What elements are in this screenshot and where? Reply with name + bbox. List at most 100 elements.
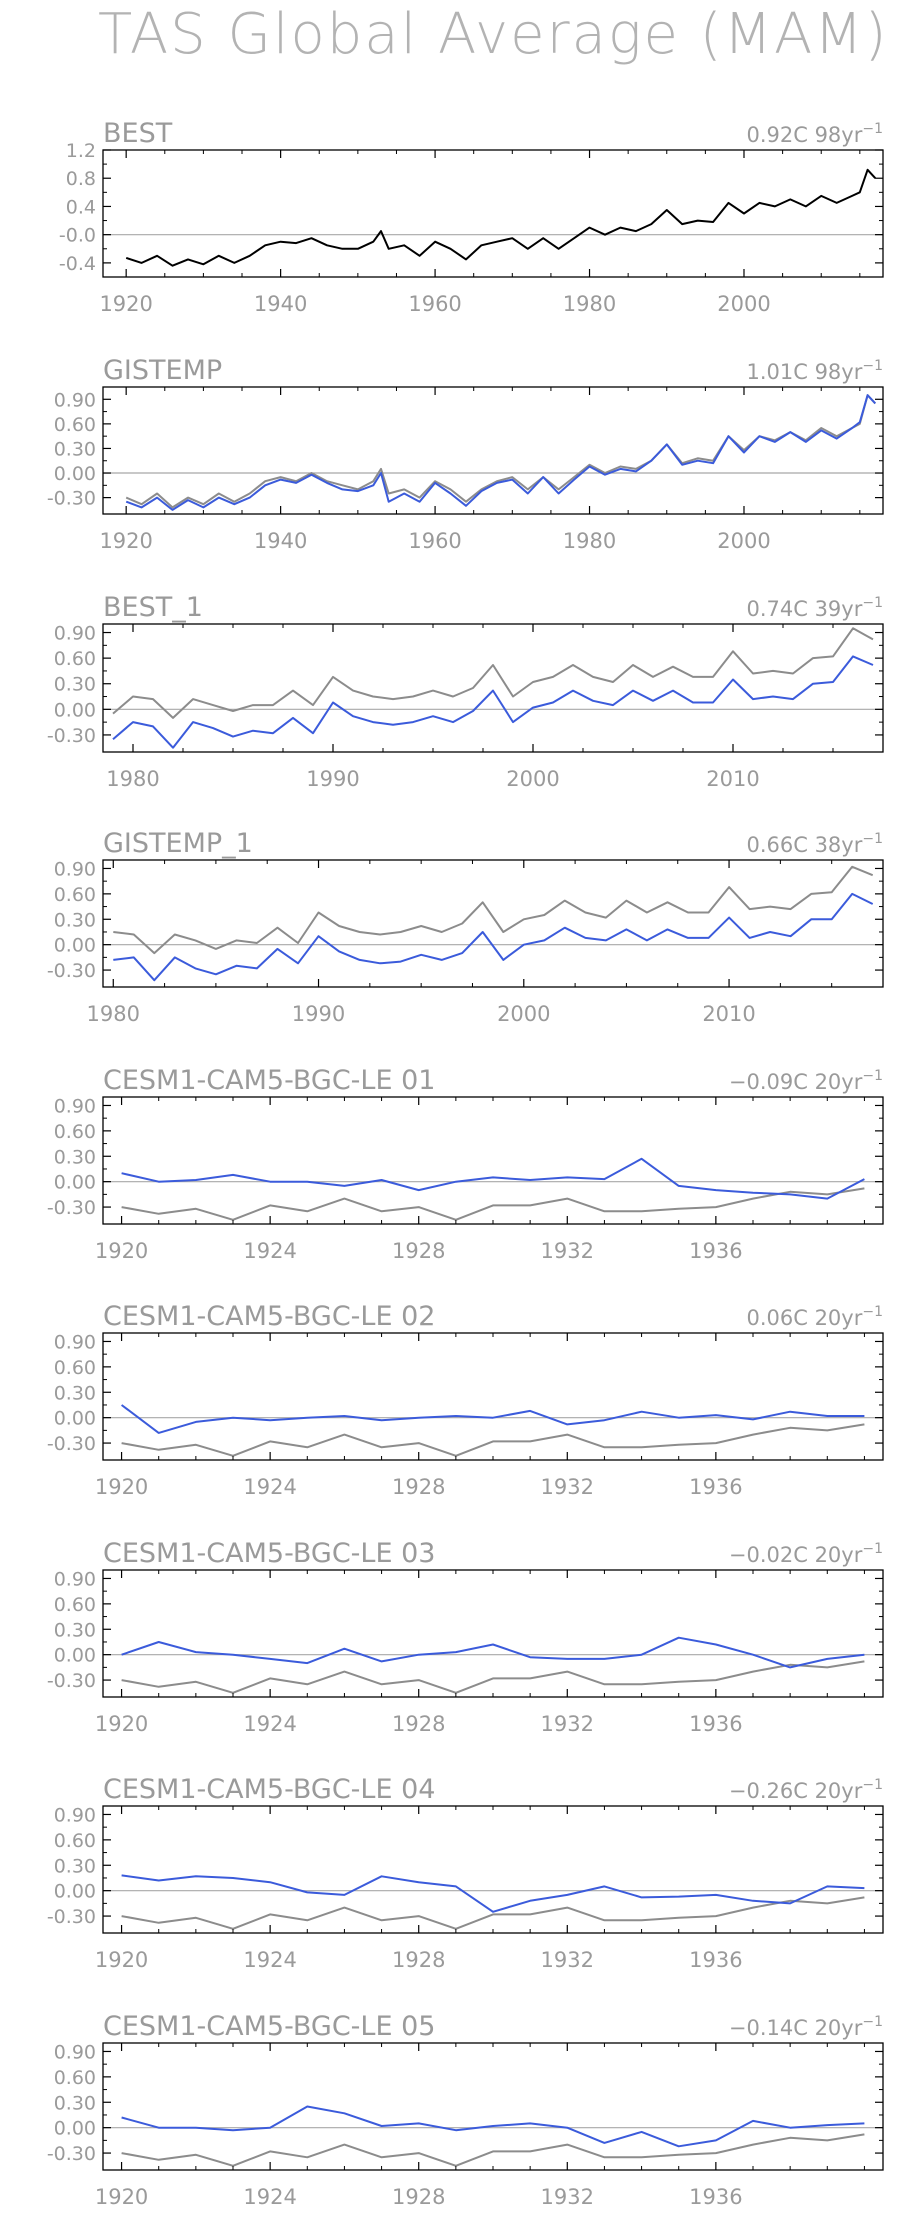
- y-tick-label: 0.30: [54, 674, 96, 696]
- y-tick-label: 0.90: [54, 858, 96, 880]
- y-tick-label: 0.30: [54, 1382, 96, 1404]
- series-line-1: [113, 865, 874, 955]
- y-tick-label: -0.30: [47, 1433, 96, 1455]
- x-tick-label: 1920: [99, 529, 152, 553]
- x-tick-label: 2000: [717, 292, 770, 316]
- y-tick-label: 0.60: [54, 648, 96, 670]
- trend-label: −0.14C 20yr−1: [729, 2014, 883, 2040]
- plot-frame: [102, 623, 884, 753]
- x-tick-label: 2000: [506, 767, 559, 791]
- x-tick-label: 1960: [408, 292, 461, 316]
- series-line-1: [112, 627, 874, 719]
- panel-title: CESM1-CAM5-BGC-LE 01: [103, 1065, 435, 1096]
- y-tick-label: 0.60: [54, 1830, 96, 1852]
- chart-panel-6: CESM1-CAM5-BGC-LE 02 0.06C 20yr−1 0.90 0.60…: [47, 1301, 884, 1499]
- y-tick-label: 0.60: [54, 884, 96, 906]
- plot-frame: [102, 386, 884, 515]
- panel-title: CESM1-CAM5-BGC-LE 03: [103, 1538, 435, 1569]
- x-tick-label: 1924: [243, 1948, 296, 1972]
- x-tick-label: 1920: [99, 292, 152, 316]
- x-tick-label: 1924: [243, 2185, 296, 2209]
- plot-frame: [102, 149, 884, 278]
- series-line-2: [125, 394, 877, 511]
- series-line-2: [113, 892, 874, 982]
- panel-title: CESM1-CAM5-BGC-LE 04: [103, 1774, 435, 1805]
- series-line-2: [121, 2105, 865, 2148]
- y-tick-label: 0.90: [54, 1568, 96, 1590]
- x-tick-label: 1928: [392, 2185, 445, 2209]
- x-tick-label: 1920: [95, 1239, 148, 1263]
- y-tick-label: 0.60: [54, 414, 96, 436]
- y-tick-label: -0.30: [47, 2143, 96, 2165]
- y-tick-label: -0.30: [47, 1197, 96, 1219]
- panel-title: BEST: [103, 118, 173, 149]
- trend-label: 0.74C 39yr−1: [746, 595, 883, 621]
- x-tick-label: 1920: [95, 1475, 148, 1499]
- y-tick-label: 0.30: [54, 1855, 96, 1877]
- chart-panel-9: CESM1-CAM5-BGC-LE 05 −0.14C 20yr−1 0.90 0.6…: [47, 2011, 884, 2209]
- x-tick-label: 2000: [717, 529, 770, 553]
- y-tick-label: 0.00: [54, 935, 96, 957]
- x-tick-label: 1932: [541, 2185, 594, 2209]
- x-tick-label: 1990: [292, 1002, 345, 1026]
- chart-panel-2: GISTEMP 1.01C 98yr−1 0.90 0.600.30 0.00 -0.30…: [47, 355, 884, 553]
- y-tick-label: 0.00: [54, 699, 96, 721]
- chart-panel-4: GISTEMP_1 0.66C 38yr−1 0.90 0.60 0.30 0.00 -0.…: [47, 828, 884, 1026]
- y-tick-label: 1.2: [66, 140, 96, 162]
- y-tick-label: 0.60: [54, 1121, 96, 1143]
- trend-label: 0.06C 20yr−1: [746, 1304, 883, 1330]
- y-tick-label: 0.00: [54, 463, 96, 485]
- y-tick-label: 0.00: [54, 1408, 96, 1430]
- x-tick-label: 1932: [541, 1475, 594, 1499]
- panel-title: CESM1-CAM5-BGC-LE 02: [103, 1301, 435, 1332]
- x-tick-label: 1932: [541, 1712, 594, 1736]
- y-tick-label: 0.8: [66, 168, 96, 190]
- x-tick-label: 1920: [95, 1712, 148, 1736]
- y-tick-label: 0.4: [66, 196, 96, 218]
- chart-panel-5: CESM1-CAM5-BGC-LE 01 −0.09C 20yr−1 0.90 0.6…: [47, 1065, 884, 1263]
- chart-panel-3: BEST_1 0.74C 39yr−1 0.90 0.60 0.30 0.00 -0.30 1…: [47, 592, 884, 791]
- x-tick-label: 1980: [106, 767, 159, 791]
- series-line-2: [121, 1636, 865, 1669]
- x-tick-label: 1980: [563, 529, 616, 553]
- y-tick-label: 0.90: [54, 389, 96, 411]
- series-line-2: [120, 1404, 865, 1434]
- x-tick-label: 1936: [689, 1948, 742, 1972]
- series-line-1: [125, 394, 877, 509]
- x-tick-label: 1940: [254, 292, 307, 316]
- plot-frame: [102, 859, 884, 988]
- series-line-1: [121, 2133, 865, 2167]
- x-tick-label: 1928: [392, 1712, 445, 1736]
- y-tick-label: 0.90: [54, 623, 96, 645]
- x-tick-label: 1932: [541, 1239, 594, 1263]
- trend-label: 0.66C 38yr−1: [746, 831, 883, 857]
- panel-title: CESM1-CAM5-BGC-LE 05: [103, 2011, 435, 2042]
- x-tick-label: 1936: [689, 1712, 742, 1736]
- y-tick-label: 0.00: [54, 1881, 96, 1903]
- x-tick-label: 1980: [563, 292, 616, 316]
- y-tick-label: 0.90: [54, 1331, 96, 1353]
- x-tick-label: 1980: [87, 1002, 140, 1026]
- series-line-1: [121, 1896, 865, 1930]
- trend-label: −0.26C 20yr−1: [729, 1777, 883, 1803]
- x-tick-label: 1940: [254, 529, 307, 553]
- series-line-2: [121, 1157, 865, 1200]
- y-tick-label: 0.00: [54, 1645, 96, 1667]
- y-tick-label: -0.30: [47, 1906, 96, 1928]
- x-tick-label: 2010: [702, 1002, 755, 1026]
- y-tick-label: 0.00: [54, 1172, 96, 1194]
- x-tick-label: 1936: [689, 2185, 742, 2209]
- x-tick-label: 2000: [497, 1002, 550, 1026]
- y-tick-label: 0.30: [54, 1619, 96, 1641]
- x-tick-label: 1924: [243, 1475, 296, 1499]
- series-line-2: [121, 1874, 865, 1913]
- x-tick-label: 1920: [95, 2185, 148, 2209]
- y-tick-label: 0.90: [54, 1095, 96, 1117]
- x-tick-label: 1936: [689, 1475, 742, 1499]
- trend-label: −0.09C 20yr−1: [729, 1068, 883, 1094]
- y-tick-label: -0.30: [47, 960, 96, 982]
- panel-title: GISTEMP_1: [103, 828, 253, 859]
- y-tick-label: -0.30: [47, 1670, 96, 1692]
- page-title: TAS Global Average (MAM): [98, 2, 889, 67]
